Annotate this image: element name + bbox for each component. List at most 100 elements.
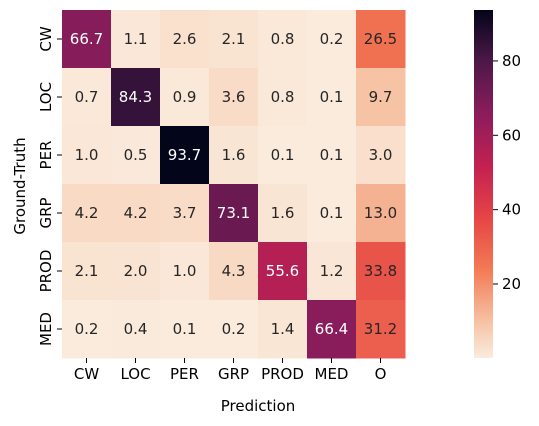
heatmap-cell-label: 66.7 — [70, 30, 103, 48]
heatmap-cell-label: 0.8 — [271, 88, 295, 106]
heatmap-cell-label: 1.4 — [271, 320, 295, 338]
heatmap-cell — [307, 184, 357, 243]
heatmap-cell — [160, 68, 210, 127]
heatmap-cell — [258, 300, 308, 359]
heatmap-cell-label: 55.6 — [266, 262, 299, 280]
heatmap-cell — [160, 184, 210, 243]
heatmap-cell — [209, 184, 259, 243]
y-tick-label: MED — [37, 312, 55, 346]
heatmap-cell-label: 2.6 — [173, 30, 197, 48]
heatmap-cell — [258, 126, 308, 185]
heatmap-cell — [62, 10, 112, 69]
heatmap-cell-label: 0.7 — [75, 88, 99, 106]
x-tick-label: GRP — [218, 365, 249, 383]
x-tick-label: O — [375, 365, 387, 383]
heatmap-cell — [62, 184, 112, 243]
y-tick-label: LOC — [37, 82, 55, 112]
heatmap-cell-label: 1.1 — [124, 30, 148, 48]
y-tick-label: GRP — [37, 197, 55, 228]
heatmap-cell — [307, 68, 357, 127]
heatmap-cell-label: 84.3 — [119, 88, 152, 106]
heatmap-cell-labels: 66.7 1.1 2.6 2.1 0.8 0.2 26.5 0.7 84.3 0.9 3.6 0.8 0… — [70, 30, 397, 338]
x-tick-label: LOC — [120, 365, 150, 383]
heatmap-cell-label: 2.1 — [222, 30, 246, 48]
heatmap-cell-label: 9.7 — [369, 88, 393, 106]
heatmap-cell — [209, 242, 259, 301]
heatmap-cell-label: 0.5 — [124, 146, 148, 164]
colorbar-tick-label: 60 — [502, 126, 521, 144]
heatmap-cell-label: 4.2 — [75, 204, 99, 222]
heatmap-cell-label: 13.0 — [364, 204, 397, 222]
heatmap-cell — [160, 300, 210, 359]
colorbar-tick-label: 20 — [502, 275, 521, 293]
heatmap-cell-label: 3.6 — [222, 88, 246, 106]
heatmap-cell — [307, 126, 357, 185]
x-tick-label: PER — [170, 365, 199, 383]
heatmap-cell — [209, 68, 259, 127]
heatmap-cell-label: 3.0 — [369, 146, 393, 164]
heatmap-cell-label: 1.6 — [222, 146, 246, 164]
heatmap-cell — [160, 126, 210, 185]
heatmap-cell — [160, 10, 210, 69]
y-tick-label: CW — [37, 26, 55, 51]
heatmap-cell — [62, 68, 112, 127]
heatmap-cell-label: 1.0 — [173, 262, 197, 280]
heatmap-cell — [258, 68, 308, 127]
y-tick-label: PROD — [37, 250, 55, 293]
heatmap-cells — [62, 10, 406, 359]
heatmap-cell — [209, 126, 259, 185]
heatmap-cell — [209, 10, 259, 69]
heatmap-cell — [307, 242, 357, 301]
heatmap-cell — [356, 300, 406, 359]
heatmap-cell — [356, 242, 406, 301]
heatmap-cell — [62, 126, 112, 185]
heatmap-cell — [111, 300, 161, 359]
heatmap-cell-label: 0.9 — [173, 88, 197, 106]
heatmap-cell-label: 4.2 — [124, 204, 148, 222]
heatmap-cell-label: 4.3 — [222, 262, 246, 280]
y-axis-ticks: CW LOC PER GRP PROD MED — [37, 26, 62, 346]
heatmap-cell — [160, 242, 210, 301]
x-axis-title: Prediction — [221, 397, 296, 415]
heatmap-cell — [307, 10, 357, 69]
heatmap-cell-label: 0.2 — [222, 320, 246, 338]
heatmap-cell-label: 0.1 — [320, 204, 344, 222]
x-tick-label: CW — [74, 365, 99, 383]
heatmap-cell-label: 73.1 — [217, 204, 250, 222]
heatmap-cell — [356, 68, 406, 127]
heatmap-cell — [258, 10, 308, 69]
heatmap-cell-label: 66.4 — [315, 320, 348, 338]
colorbar-tick-label: 40 — [502, 201, 521, 219]
heatmap-cell — [62, 242, 112, 301]
heatmap-cell-label: 0.4 — [124, 320, 148, 338]
heatmap-cell — [307, 300, 357, 359]
heatmap-cell-label: 2.0 — [124, 262, 148, 280]
heatmap-cell — [111, 242, 161, 301]
x-tick-label: PROD — [261, 365, 304, 383]
heatmap-cell — [356, 10, 406, 69]
colorbar-gradient — [474, 10, 493, 358]
heatmap-cell — [258, 242, 308, 301]
heatmap-cell — [62, 300, 112, 359]
x-axis-ticks: CW LOC PER GRP PROD MED O — [74, 358, 387, 383]
heatmap-cell-label: 2.1 — [75, 262, 99, 280]
heatmap-cell-label: 1.0 — [75, 146, 99, 164]
y-tick-label: PER — [37, 141, 55, 170]
heatmap-cell — [209, 300, 259, 359]
heatmap-cell-label: 0.1 — [173, 320, 197, 338]
heatmap-cell-label: 0.1 — [320, 88, 344, 106]
heatmap-cell — [111, 126, 161, 185]
heatmap-cell — [356, 126, 406, 185]
heatmap-cell-label: 0.1 — [271, 146, 295, 164]
heatmap-cell-label: 0.2 — [320, 30, 344, 48]
heatmap-cell — [356, 184, 406, 243]
heatmap-cell-label: 93.7 — [168, 146, 201, 164]
heatmap-cell — [111, 184, 161, 243]
y-axis-title: Ground-Truth — [11, 137, 29, 234]
x-tick-label: MED — [315, 365, 349, 383]
colorbar: 20 40 60 80 — [474, 10, 521, 358]
heatmap-cell-label: 31.2 — [364, 320, 397, 338]
heatmap-cell — [111, 68, 161, 127]
heatmap-cell-label: 0.8 — [271, 30, 295, 48]
